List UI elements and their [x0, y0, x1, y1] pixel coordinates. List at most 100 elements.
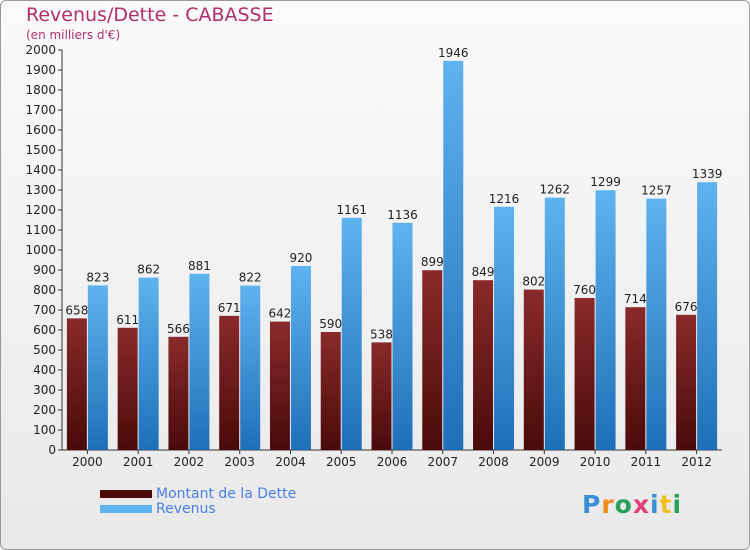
y-tick-label: 1000 [25, 243, 56, 257]
x-tick-label: 2007 [427, 455, 458, 469]
x-tick-label: 2011 [631, 455, 662, 469]
bar-dette [371, 342, 392, 450]
value-label-dette: 658 [65, 303, 88, 317]
x-tick-label: 2004 [275, 455, 306, 469]
x-tick-label: 2001 [123, 455, 154, 469]
logo-letter: t [659, 490, 673, 519]
bar-revenus [443, 60, 464, 451]
value-label-dette: 671 [218, 301, 241, 315]
y-tick-label: 200 [33, 403, 56, 417]
bars [66, 60, 718, 451]
bar-dette [676, 314, 697, 450]
x-tick-label: 2006 [377, 455, 408, 469]
bar-revenus [290, 266, 311, 450]
y-tick-label: 100 [33, 423, 56, 437]
legend-label-dette: Montant de la Dette [156, 485, 297, 502]
x-tick-label: 2008 [478, 455, 509, 469]
y-tick-label: 500 [33, 343, 56, 357]
y-tick-label: 900 [33, 263, 56, 277]
value-label-dette: 590 [319, 317, 342, 331]
value-label-dette: 714 [624, 292, 647, 306]
y-tick-label: 1900 [25, 63, 56, 77]
bar-revenus [87, 285, 108, 450]
value-label-revenus: 1299 [590, 175, 621, 189]
logo-letter: x [632, 490, 650, 519]
value-label-dette: 899 [421, 255, 444, 269]
y-tick-label: 300 [33, 383, 56, 397]
value-label-dette: 849 [472, 265, 495, 279]
y-tick-label: 1100 [25, 223, 56, 237]
bar-dette [574, 298, 595, 450]
value-label-revenus: 881 [188, 259, 211, 273]
bar-revenus [341, 217, 362, 450]
bar-dette [117, 327, 138, 450]
legend-swatch-dette [100, 489, 152, 498]
y-tick-label: 1800 [25, 83, 56, 97]
value-label-revenus: 823 [86, 270, 109, 284]
y-tick-label: 600 [33, 323, 56, 337]
bar-revenus [392, 222, 413, 450]
legend-label-revenus: Revenus [156, 500, 216, 517]
bar-revenus [494, 206, 515, 450]
bar-revenus [189, 273, 210, 450]
bar-revenus [697, 182, 718, 450]
value-label-revenus: 1339 [692, 167, 723, 181]
x-tick-label: 2009 [529, 455, 560, 469]
logo-letter: i [672, 490, 683, 519]
bar-dette [473, 280, 494, 450]
value-label-dette: 566 [167, 322, 190, 336]
logo-letter: o [614, 490, 633, 519]
y-tick-label: 1500 [25, 143, 56, 157]
bar-revenus [240, 285, 261, 450]
chart-title: Revenus/Dette - CABASSE [26, 4, 274, 26]
y-tick-label: 1600 [25, 123, 56, 137]
logo-letter: P [582, 490, 602, 519]
value-label-dette: 676 [675, 300, 698, 314]
y-tick-label: 800 [33, 283, 56, 297]
bar-revenus [646, 198, 667, 450]
value-label-dette: 642 [269, 307, 292, 321]
value-label-dette: 611 [116, 313, 139, 327]
bar-dette [269, 321, 290, 450]
bar-dette [625, 307, 646, 450]
y-tick-label: 1700 [25, 103, 56, 117]
legend-item-revenus: Revenus [100, 500, 296, 517]
legend-swatch-revenus [100, 504, 152, 513]
x-tick-label: 2012 [681, 455, 712, 469]
logo-letter: r [601, 490, 615, 519]
x-tick-label: 2003 [224, 455, 255, 469]
value-label-dette: 538 [370, 327, 393, 341]
logo-letter: i [650, 490, 660, 519]
bar-dette [219, 315, 240, 450]
value-label-revenus: 1262 [540, 183, 571, 197]
x-tick-label: 2005 [326, 455, 357, 469]
value-label-revenus: 1216 [489, 192, 520, 206]
value-label-revenus: 920 [290, 251, 313, 265]
value-label-revenus: 1257 [641, 184, 672, 198]
proxiti-logo: Proxiti [582, 490, 682, 519]
bar-dette [168, 336, 189, 450]
value-label-dette: 760 [573, 283, 596, 297]
x-tick-label: 2002 [174, 455, 205, 469]
y-tick-label: 400 [33, 363, 56, 377]
y-tick-label: 0 [48, 443, 56, 457]
bar-dette [66, 318, 87, 450]
bar-dette [523, 289, 544, 450]
y-tick-label: 1400 [25, 163, 56, 177]
value-labels: 658 823 611 862 566 881 671 822 642 920 590 1161 538… [65, 46, 722, 342]
value-label-dette: 802 [522, 275, 545, 289]
chart-subtitle: (en milliers d'€) [26, 28, 121, 42]
legend: Montant de la Dette Revenus [100, 485, 297, 517]
x-tick-label: 2000 [72, 455, 103, 469]
y-tick-label: 700 [33, 303, 56, 317]
bar-revenus [544, 197, 565, 450]
axes: 0 100 200 300 400 500 600 700 800 900 1000 1100 1200… [25, 43, 722, 469]
value-label-revenus: 822 [239, 271, 262, 285]
bar-revenus [138, 277, 159, 450]
y-tick-label: 2000 [25, 43, 56, 57]
legend-item-dette: Montant de la Dette [100, 485, 297, 502]
value-label-revenus: 862 [137, 263, 160, 277]
value-label-revenus: 1946 [438, 46, 469, 60]
